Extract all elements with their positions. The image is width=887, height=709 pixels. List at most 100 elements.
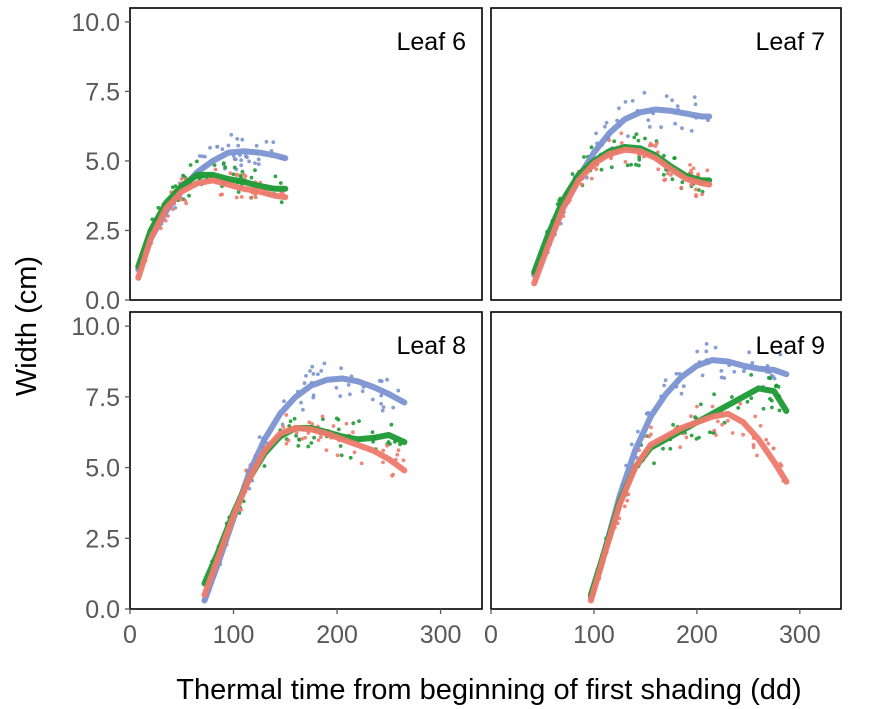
scatter-point-green [306, 444, 311, 449]
y-tick-label: 10.0 [71, 313, 120, 341]
scatter-point-green [680, 180, 685, 185]
scatter-point-blue [391, 405, 396, 410]
scatter-point-green [730, 395, 734, 399]
scatter-point-blue [692, 95, 697, 99]
scatter-point-green [278, 181, 283, 185]
scatter-point-green [388, 442, 392, 446]
scatter-point-green [697, 188, 701, 192]
scatter-point-red [710, 404, 715, 409]
scatter-point-red [331, 424, 336, 428]
scatter-point-blue [302, 381, 307, 386]
scatter-point-green [689, 433, 694, 438]
scatter-point-red [300, 437, 305, 441]
scatter-point-red [712, 428, 717, 433]
x-tick-label: 300 [779, 621, 821, 649]
scatter-point-red [352, 450, 357, 455]
scatter-point-red [243, 174, 248, 179]
scatter-point-blue [215, 144, 220, 149]
scatter-point-red [228, 171, 233, 176]
scatter-point-red [688, 163, 692, 167]
scatter-point-green [309, 441, 314, 445]
scatter-point-green [736, 406, 741, 410]
scatter-point-blue [346, 383, 351, 387]
scatter-point-red [650, 143, 655, 148]
scatter-point-blue [256, 162, 261, 167]
scatter-point-blue [704, 349, 709, 354]
scatter-point-red [771, 446, 776, 451]
scatter-point-blue [603, 124, 607, 129]
scatter-point-red [281, 425, 286, 429]
y-tick-label: 0.0 [85, 596, 120, 624]
scatter-point-blue [377, 378, 382, 383]
scatter-point-green [668, 446, 673, 451]
scatter-point-green [296, 444, 301, 448]
scatter-point-green [339, 453, 344, 458]
scatter-point-green [232, 165, 237, 170]
scatter-point-blue [626, 134, 630, 139]
scatter-point-red [359, 461, 364, 466]
scatter-point-green [273, 174, 278, 179]
fit-line-red [135, 177, 289, 281]
fit-line-blue [587, 357, 790, 601]
scatter-point-green [312, 435, 316, 440]
x-tick-label: 0 [123, 621, 137, 649]
panel-frame [129, 311, 483, 610]
y-tick-label: 5.0 [85, 455, 120, 483]
scatter-point-blue [747, 350, 751, 355]
scatter-point-blue [257, 435, 262, 439]
scatter-point-blue [235, 137, 240, 141]
scatter-point-green [338, 444, 343, 448]
scatter-point-blue [282, 399, 286, 404]
scatter-point-red [649, 425, 653, 430]
scatter-point-green [770, 405, 774, 410]
scatter-point-blue [229, 132, 234, 137]
scatter-point-blue [642, 90, 647, 95]
scatter-point-red [656, 167, 661, 172]
scatter-point-red [625, 498, 630, 503]
scatter-point-red [213, 167, 218, 172]
scatter-point-green [173, 184, 178, 189]
scatter-point-blue [772, 376, 777, 381]
scatter-point-blue [659, 125, 663, 130]
scatter-point-red [714, 433, 718, 437]
scatter-point-blue [594, 131, 598, 136]
scatter-point-blue [208, 145, 212, 150]
scatter-point-blue [254, 143, 259, 148]
scatter-point-red [720, 422, 724, 427]
scatter-point-red [294, 431, 299, 435]
scatter-point-blue [778, 352, 783, 357]
scatter-point-blue [338, 394, 343, 398]
panel-frame [490, 7, 842, 301]
scatter-point-red [396, 448, 401, 453]
x-tick-label: 300 [420, 621, 462, 649]
scatter-point-blue [256, 157, 261, 162]
scatter-point-red [319, 435, 323, 439]
scatter-point-red [622, 504, 627, 509]
scatter-point-red [653, 144, 658, 149]
y-tick-label: 2.5 [85, 525, 120, 553]
scatter-point-green [249, 175, 254, 180]
scatter-point-blue [689, 129, 694, 133]
scatter-point-red [730, 431, 735, 435]
panel-frame [490, 311, 842, 610]
scatter-point-blue [713, 345, 718, 350]
scatter-point-blue [693, 102, 698, 107]
x-tick-label: 200 [676, 621, 718, 649]
scatter-point-blue [339, 366, 343, 371]
scatter-point-blue [396, 388, 401, 393]
scatter-point-green [294, 433, 298, 438]
scatter-point-green [670, 177, 675, 182]
scatter-point-red [738, 401, 743, 406]
y-axis-title: Width (cm) [11, 256, 43, 396]
scatter-point-red [669, 173, 673, 177]
scatter-point-blue [700, 373, 705, 378]
scatter-point-green [637, 163, 641, 168]
fit-line-red [201, 425, 408, 598]
scatter-point-green [582, 155, 586, 159]
scatter-point-red [679, 185, 684, 190]
scatter-point-blue [680, 126, 684, 131]
scatter-point-blue [663, 378, 668, 383]
y-tick-label: 5.0 [85, 148, 120, 176]
scatter-point-red [753, 414, 758, 419]
